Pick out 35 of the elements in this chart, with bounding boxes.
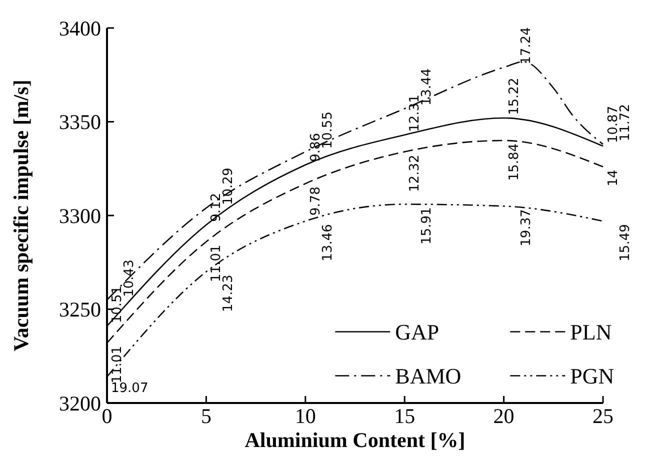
annotation: 19.37	[518, 209, 534, 246]
annotation: 10.43	[122, 260, 137, 297]
annotation: 9.78	[308, 186, 324, 216]
annotation: 11.72	[618, 104, 633, 142]
x-tick-label: 20	[493, 404, 514, 428]
legend-label: BAMO	[395, 363, 462, 388]
legend-label: PLN	[570, 319, 612, 344]
annotation: 15.91	[420, 207, 435, 244]
annotation: 17.24	[518, 27, 534, 64]
annotation: 11.01	[110, 346, 125, 384]
x-tick-label: 10	[294, 404, 316, 428]
x-tick-label: 5	[200, 404, 212, 428]
x-tick-label: 15	[394, 404, 416, 428]
annotation: 19.07	[111, 380, 148, 396]
annotation: 15.22	[506, 78, 522, 115]
annotation: 15.49	[618, 224, 633, 262]
legend-label: GAP	[395, 319, 440, 344]
annotation: 10.55	[320, 112, 336, 149]
legend-label: PGN	[570, 363, 614, 388]
annotation: 14.23	[221, 274, 236, 312]
y-tick-label: 3250	[59, 298, 101, 322]
annotation: 12.32	[408, 154, 423, 192]
annotation: 10.29	[221, 168, 236, 205]
y-tick-label: 3400	[59, 16, 101, 40]
x-tick-label: 25	[592, 404, 614, 428]
x-tick-label: 0	[102, 404, 112, 428]
annotation: 13.46	[320, 224, 336, 262]
y-tick-label: 3200	[59, 391, 101, 416]
y-tick-label: 3350	[59, 110, 101, 134]
annotation: 14	[606, 170, 621, 186]
x-axis-title: Aluminium Content [%]	[244, 428, 466, 452]
y-tick-label: 3300	[59, 204, 101, 228]
annotation: 13.44	[420, 68, 435, 106]
annotation: 15.84	[506, 144, 522, 181]
y-axis-title: Vacuum specific impulse [m/s]	[9, 80, 33, 352]
